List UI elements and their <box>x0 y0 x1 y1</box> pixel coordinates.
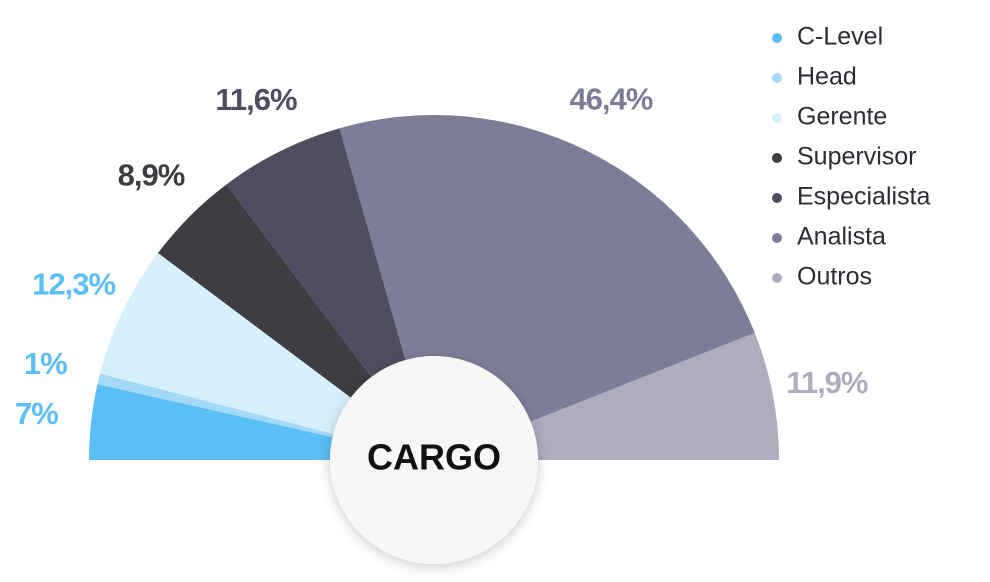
legend-label: Outros <box>797 263 872 291</box>
center-label: CARGO <box>367 437 501 478</box>
value-label: 12,3% <box>32 267 115 302</box>
legend-marker <box>772 233 782 243</box>
legend-marker <box>772 113 782 123</box>
legend-marker <box>772 33 782 43</box>
legend-label: C-Level <box>797 23 883 51</box>
legend-label: Gerente <box>797 103 887 131</box>
legend-label: Supervisor <box>797 143 917 171</box>
value-label: 7% <box>15 396 58 431</box>
value-label: 1% <box>24 346 67 381</box>
value-label: 46,4% <box>569 81 652 116</box>
legend-marker <box>772 273 782 283</box>
legend-label: Analista <box>797 223 886 251</box>
legend-marker <box>772 153 782 163</box>
legend-label: Especialista <box>797 183 930 211</box>
center-disc <box>330 356 538 564</box>
value-label: 11,6% <box>215 82 297 117</box>
legend-marker <box>772 73 782 83</box>
legend-label: Head <box>797 63 857 91</box>
legend-marker <box>772 193 782 203</box>
value-label: 11,9% <box>786 365 868 400</box>
value-label: 8,9% <box>118 158 185 193</box>
